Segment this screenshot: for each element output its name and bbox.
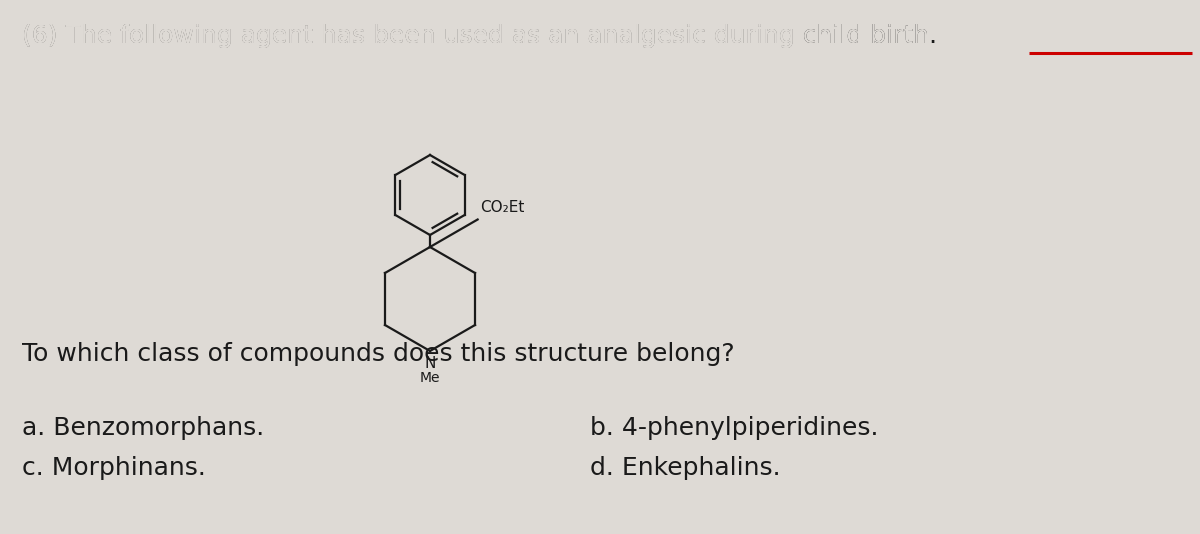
Text: d. Enkephalins.: d. Enkephalins. [590, 456, 781, 480]
Text: CO₂Et: CO₂Et [480, 200, 524, 216]
Text: To which class of compounds does this structure belong?: To which class of compounds does this st… [22, 342, 734, 366]
Text: b. 4-phenylpiperidines.: b. 4-phenylpiperidines. [590, 416, 878, 440]
Text: (6) The following agent has been used as an analgesic during: (6) The following agent has been used as… [22, 24, 803, 48]
Text: c. Morphinans.: c. Morphinans. [22, 456, 206, 480]
Text: a. Benzomorphans.: a. Benzomorphans. [22, 416, 264, 440]
Text: Me: Me [420, 371, 440, 385]
Text: N: N [425, 356, 436, 371]
Text: (6) The following agent has been used as an analgesic during child birth.: (6) The following agent has been used as… [22, 24, 937, 48]
Text: (6) The following agent has been used as an analgesic during child birth: (6) The following agent has been used as… [22, 24, 929, 48]
